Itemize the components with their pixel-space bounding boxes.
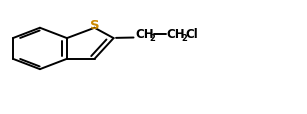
Text: CH: CH bbox=[167, 28, 185, 41]
Text: S: S bbox=[90, 19, 99, 32]
Text: CH: CH bbox=[135, 28, 154, 41]
Text: 2: 2 bbox=[150, 34, 156, 42]
Text: Cl: Cl bbox=[186, 28, 199, 41]
Text: 2: 2 bbox=[181, 34, 187, 42]
